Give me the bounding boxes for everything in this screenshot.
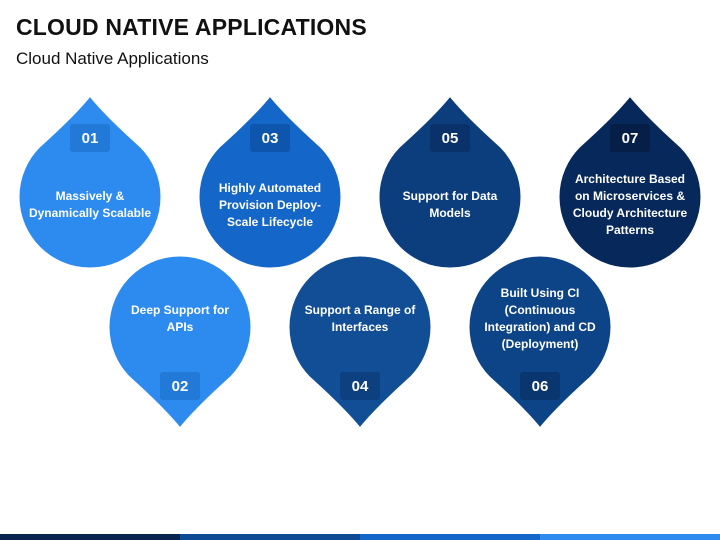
drop-02 (106, 253, 254, 432)
badge-number-03: 03 (261, 129, 279, 147)
drop-06 (466, 253, 614, 432)
drop-shape-01 (16, 92, 164, 271)
page-title: CLOUD NATIVE APPLICATIONS (16, 14, 367, 40)
badge-bg-01 (70, 124, 110, 152)
badge-bg-03 (250, 124, 290, 152)
drop-text-03: Highly Automated Provision Deploy-Scale … (218, 180, 322, 229)
drop-01 (16, 92, 164, 271)
badge-bg-04 (340, 372, 380, 400)
bottom-bar-segment-3 (360, 534, 540, 540)
drop-shape-07 (556, 92, 704, 271)
badge-number-07: 07 (621, 129, 639, 147)
badge-bg-05 (430, 124, 470, 152)
drop-text-06: Built Using CI (Continuous Integration) … (484, 286, 596, 351)
drop-shape-04 (286, 253, 434, 432)
drop-07 (556, 92, 704, 271)
drop-shape-02 (106, 253, 254, 432)
badge-bg-07 (610, 124, 650, 152)
badge-number-02: 02 (171, 377, 189, 395)
drop-04 (286, 253, 434, 432)
drop-03 (196, 92, 344, 271)
drop-shape-05 (376, 92, 524, 271)
badge-number-05: 05 (441, 129, 459, 147)
badge-number-06: 06 (531, 377, 549, 395)
drop-text-05: Support for Data Models (402, 189, 498, 220)
bottom-bar-segment-4 (540, 534, 720, 540)
drop-shape-06 (466, 253, 614, 432)
badge-number-04: 04 (351, 377, 369, 395)
bottom-bar-segment-2 (180, 534, 360, 540)
drop-text-04: Support a Range of Interfaces (304, 303, 416, 334)
badge-number-01: 01 (81, 129, 99, 147)
drop-text-07: Architecture Based on Microservices & Cl… (572, 172, 688, 237)
badge-bg-06 (520, 372, 560, 400)
drop-05 (376, 92, 524, 271)
page-subtitle: Cloud Native Applications (16, 49, 209, 68)
bottom-bar-segment-1 (0, 534, 180, 540)
drop-text-01: Massively & Dynamically Scalable (28, 189, 152, 220)
drop-text-02: Deep Support for APIs (131, 303, 229, 334)
drop-shape-03 (196, 92, 344, 271)
badge-bg-02 (160, 372, 200, 400)
bottom-accent-bar (0, 534, 720, 540)
